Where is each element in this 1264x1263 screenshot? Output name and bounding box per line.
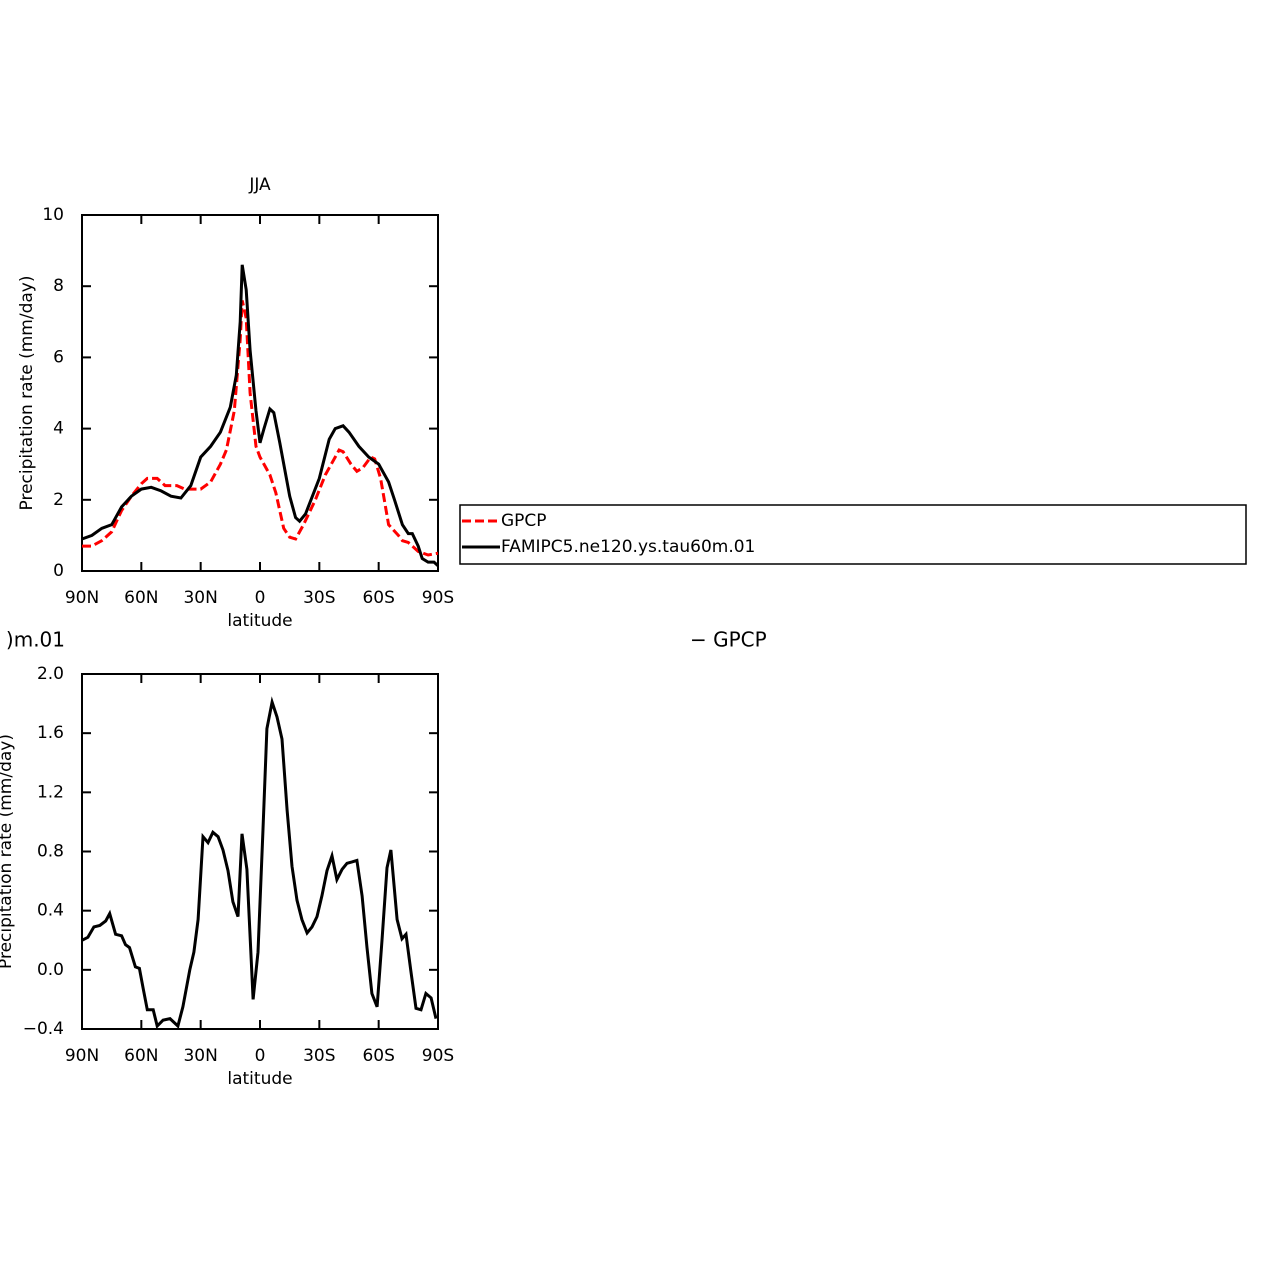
x-tick-label: 90N — [65, 1046, 99, 1066]
y-tick-label: 2 — [53, 490, 64, 510]
x-tick-label: 90N — [65, 588, 99, 608]
y-tick-label: 4 — [53, 419, 64, 439]
x-axis-label: latitude — [227, 1069, 292, 1089]
y-tick-label: 0.8 — [37, 842, 64, 862]
x-tick-label: 60N — [124, 1046, 158, 1066]
y-tick-label: 1.2 — [37, 782, 64, 802]
y-tick-label: 6 — [53, 347, 64, 367]
x-tick-label: 0 — [255, 588, 266, 608]
legend-box — [459, 504, 1247, 565]
x-tick-label: 30N — [183, 1046, 217, 1066]
x-tick-label: 60S — [362, 588, 394, 608]
data-line — [82, 300, 439, 557]
plot-frame — [81, 214, 439, 572]
data-line — [81, 696, 438, 1029]
data-line — [81, 264, 440, 567]
y-tick-label: −0.4 — [23, 1019, 64, 1039]
y-axis-label: Precipitation rate (mm/day) — [17, 276, 37, 511]
y-tick-label: 0.0 — [37, 960, 64, 980]
x-tick-label: 90S — [422, 588, 454, 608]
x-tick-label: 30N — [183, 588, 217, 608]
x-axis-label: latitude — [227, 611, 292, 631]
legend-label: GPCP — [501, 511, 547, 531]
y-tick-label: 1.6 — [37, 723, 64, 743]
chart-title: )m.01 — [6, 628, 65, 652]
x-tick-label: 30S — [303, 1046, 335, 1066]
x-tick-label: 60S — [362, 1046, 394, 1066]
chart-title: JJA — [248, 175, 271, 195]
plot-frame — [81, 673, 439, 1030]
y-axis-label: Precipitation rate (mm/day) — [0, 734, 16, 969]
y-tick-label: 2.0 — [37, 664, 64, 684]
y-tick-label: 0.4 — [37, 901, 64, 921]
chart-title: − GPCP — [690, 628, 767, 652]
y-tick-label: 0 — [53, 561, 64, 581]
x-tick-label: 60N — [124, 588, 158, 608]
x-tick-label: 90S — [422, 1046, 454, 1066]
y-tick-label: 10 — [42, 205, 64, 225]
x-tick-label: 30S — [303, 588, 335, 608]
y-tick-label: 8 — [53, 276, 64, 296]
legend-label: FAMIPC5.ne120.ys.tau60m.01 — [501, 537, 755, 557]
x-tick-label: 0 — [255, 1046, 266, 1066]
